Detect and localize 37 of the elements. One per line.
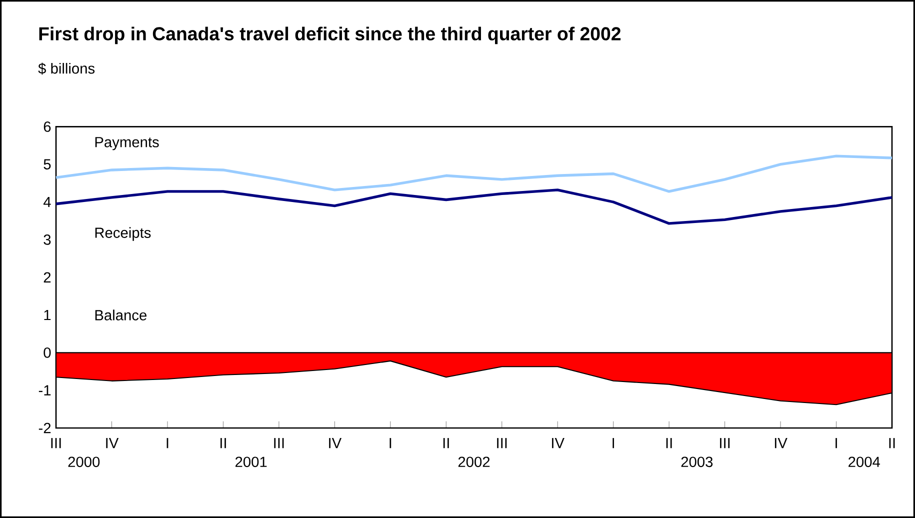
- x-tick-label: I: [390, 438, 392, 448]
- series-label: Payments: [95, 137, 159, 150]
- x-tick-label: III: [274, 438, 284, 448]
- y-tick-label: 6: [44, 122, 51, 132]
- y-tick-label: -2: [38, 422, 51, 434]
- y-tick-label: 5: [44, 159, 51, 170]
- line-series: [54, 188, 894, 225]
- x-tick-label: IV: [329, 438, 342, 448]
- x-tick-label: III: [51, 438, 61, 448]
- y-tick-label: 4: [43, 196, 51, 208]
- chart-title: First drop in Canada's travel deficit since the third quarter of 2002: [39, 26, 621, 44]
- y-tick-label: 1: [44, 310, 51, 320]
- y-tick-label: 0: [44, 347, 51, 358]
- x-tick-label: IV: [774, 438, 788, 448]
- x-tick-label: IV: [552, 438, 564, 448]
- y-tick-label: 3: [44, 234, 51, 245]
- line-series: [54, 154, 894, 193]
- x-tick-label: I: [612, 438, 614, 448]
- x-tick-label: III: [497, 438, 507, 448]
- x-tick-label: II: [443, 438, 449, 448]
- text: 2003: [681, 456, 713, 468]
- text: 2004: [848, 456, 880, 468]
- x-tick-label: I: [166, 438, 168, 448]
- x-tick-label: II: [220, 438, 226, 448]
- chart-subtitle: $ billions: [38, 62, 95, 75]
- series-label: Receipts: [95, 227, 151, 241]
- x-tick-label: II: [666, 438, 672, 448]
- x-tick-label: IV: [106, 438, 119, 448]
- text: Balance: [95, 310, 147, 320]
- text: 2001: [235, 456, 267, 468]
- x-tick-label: II: [889, 438, 895, 448]
- text: 2000: [68, 456, 100, 468]
- x-tick-label: III: [720, 438, 730, 448]
- y-tick-label: 2: [44, 272, 51, 282]
- x-tick-label: I: [836, 438, 837, 448]
- y-tick-label: -1: [38, 385, 51, 396]
- text: 2002: [458, 456, 490, 468]
